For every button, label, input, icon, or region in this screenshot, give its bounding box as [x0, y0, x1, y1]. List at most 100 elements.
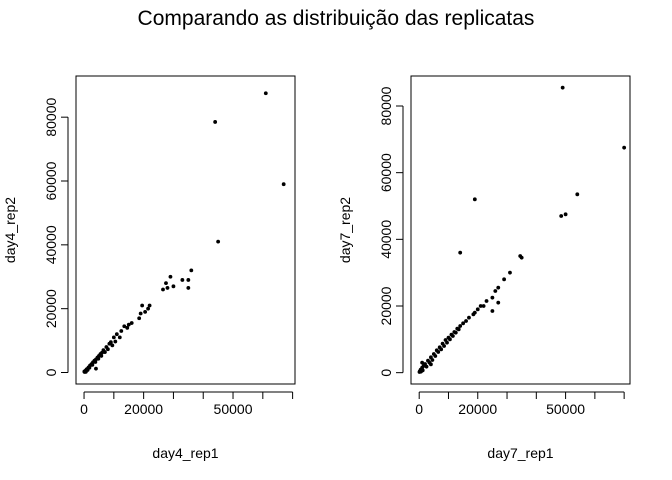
- y-tick-label: 60000: [43, 161, 59, 200]
- data-point: [168, 274, 173, 279]
- x-tick-label: 0: [415, 401, 423, 417]
- data-point: [146, 306, 151, 311]
- data-point: [622, 145, 627, 150]
- data-point: [458, 250, 463, 255]
- data-point: [165, 286, 170, 290]
- data-point: [216, 239, 221, 244]
- data-point: [430, 358, 435, 362]
- x-tick-label: 50000: [214, 401, 253, 417]
- x-axis-title: day7_rep1: [487, 445, 553, 461]
- data-point: [420, 360, 425, 365]
- data-point: [105, 347, 110, 352]
- data-point: [189, 268, 194, 273]
- data-point: [126, 322, 131, 327]
- x-axis-title: day4_rep1: [152, 445, 218, 461]
- data-point: [464, 319, 468, 323]
- data-point: [171, 284, 176, 289]
- data-point: [559, 214, 564, 218]
- data-point: [99, 354, 104, 358]
- data-point: [472, 197, 477, 202]
- data-point: [450, 334, 455, 338]
- data-point: [117, 335, 122, 340]
- data-point: [103, 350, 107, 354]
- data-point: [111, 335, 116, 340]
- data-point: [87, 365, 92, 370]
- data-point: [129, 321, 134, 325]
- data-point: [164, 281, 168, 286]
- data-point: [433, 354, 438, 358]
- data-point: [94, 366, 98, 371]
- data-point: [461, 321, 466, 326]
- data-point: [186, 286, 191, 290]
- y-tick-label: 40000: [378, 220, 394, 259]
- data-point: [119, 329, 124, 333]
- data-point: [281, 182, 286, 187]
- data-point: [138, 311, 143, 316]
- data-point: [137, 316, 142, 321]
- data-point: [122, 324, 127, 329]
- data-point: [125, 325, 130, 330]
- data-point: [484, 299, 489, 303]
- plot-frame: [75, 75, 296, 385]
- data-point: [143, 309, 148, 314]
- data-point: [161, 287, 165, 292]
- data-point: [147, 303, 152, 308]
- data-point: [490, 309, 495, 313]
- y-tick-label: 0: [43, 368, 59, 376]
- data-point: [442, 344, 446, 348]
- data-point: [478, 304, 483, 308]
- data-point: [456, 327, 461, 332]
- data-point: [114, 332, 119, 337]
- y-tick-label: 80000: [378, 86, 394, 125]
- data-point: [490, 295, 495, 300]
- data-point: [458, 324, 463, 328]
- data-point: [493, 289, 498, 293]
- y-tick-label: 80000: [43, 97, 59, 136]
- data-point: [518, 254, 523, 258]
- data-point: [110, 343, 115, 348]
- data-point: [496, 300, 501, 305]
- x-tick-label: 20000: [124, 401, 163, 417]
- data-point: [453, 330, 458, 335]
- data-point: [448, 337, 452, 342]
- y-tick-label: 20000: [378, 286, 394, 325]
- x-tick-label: 50000: [546, 401, 585, 417]
- plot-frame: [410, 75, 631, 385]
- data-point: [445, 340, 449, 345]
- figure-title: Comparando as distribuição das replicata…: [138, 7, 535, 30]
- data-point: [107, 341, 112, 346]
- scatter-panel-1: 0 20000 50000 0 20000 40000 60000 80000 day4_rep…: [2, 75, 296, 461]
- data-point: [563, 212, 568, 217]
- data-point: [496, 285, 501, 290]
- data-point: [439, 347, 444, 352]
- y-tick-label: 40000: [43, 225, 59, 264]
- data-point: [263, 91, 268, 96]
- data-point: [186, 278, 191, 282]
- y-tick-label: 0: [378, 369, 394, 377]
- data-point: [420, 368, 425, 373]
- data-point: [90, 362, 95, 367]
- x-tick-label: 20000: [458, 401, 497, 417]
- data-point: [436, 350, 441, 354]
- data-point: [429, 362, 433, 367]
- data-point: [475, 307, 480, 312]
- y-axis-title: day7_rep2: [337, 197, 353, 263]
- scatter-panel-2: 0 20000 50000 0 20000 40000 60000 80000 day7_rep…: [337, 75, 631, 461]
- data-point: [424, 364, 429, 369]
- data-point: [467, 315, 471, 320]
- data-point: [113, 339, 118, 344]
- y-tick-label: 20000: [43, 289, 59, 328]
- data-point: [213, 120, 218, 124]
- data-point: [575, 192, 580, 197]
- data-point: [96, 356, 101, 361]
- x-tick-label: 0: [80, 401, 88, 417]
- y-axis-title: day4_rep2: [2, 197, 18, 263]
- data-point: [471, 312, 476, 317]
- data-point: [560, 85, 565, 90]
- y-tick-label: 60000: [378, 153, 394, 192]
- data-point: [508, 270, 512, 275]
- data-point: [93, 360, 98, 364]
- data-point: [180, 278, 185, 282]
- data-point: [140, 303, 145, 308]
